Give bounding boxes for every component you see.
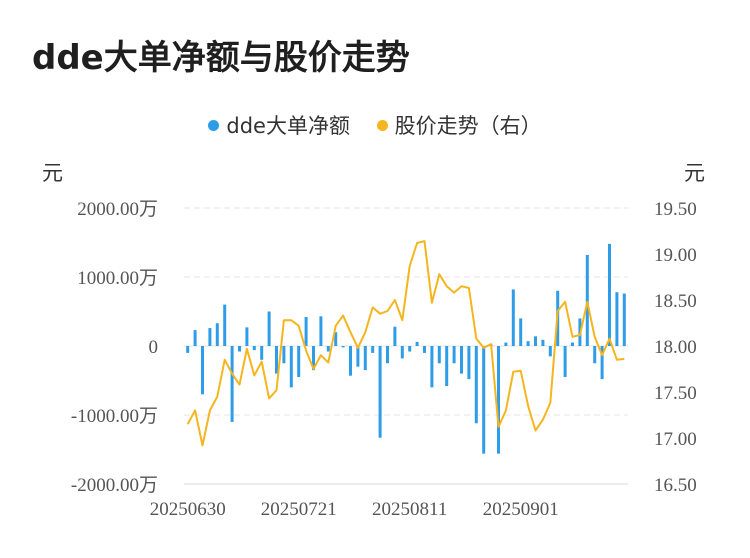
y-right-tick-label: 19.00 xyxy=(654,245,697,266)
bar xyxy=(600,346,604,380)
bar xyxy=(393,326,397,346)
bar xyxy=(467,346,471,380)
bar xyxy=(430,346,434,388)
bar xyxy=(208,328,212,346)
bar xyxy=(223,304,227,346)
bar xyxy=(371,346,375,353)
chart-legend: dde大单净额 股价走势（右） xyxy=(0,110,750,140)
y-right-tick-label: 17.50 xyxy=(654,383,697,404)
bar xyxy=(593,346,597,364)
x-tick-label: 20250811 xyxy=(372,499,447,520)
bar xyxy=(245,327,249,346)
bar xyxy=(289,346,293,388)
bar xyxy=(378,346,382,438)
bar xyxy=(608,243,611,346)
bar xyxy=(386,346,389,364)
bar xyxy=(267,311,271,346)
y-right-tick-label: 17.00 xyxy=(654,429,697,450)
bar xyxy=(585,254,589,346)
y-right-tick-label: 18.00 xyxy=(654,337,697,358)
y-right-tick-label: 19.50 xyxy=(654,199,697,220)
chart-title: dde大单净额与股价走势 xyxy=(32,38,410,78)
bar xyxy=(326,346,330,352)
bar xyxy=(193,330,197,346)
bar xyxy=(230,346,234,422)
legend-label-dde: dde大单净额 xyxy=(226,114,350,138)
y-left-tick-label: 2000.00万 xyxy=(77,199,158,220)
bar xyxy=(312,346,315,371)
legend-item-dde[interactable]: dde大单净额 xyxy=(208,110,350,140)
bar xyxy=(304,317,308,346)
bar xyxy=(356,346,360,367)
x-tick-label: 20250901 xyxy=(483,499,559,520)
bar xyxy=(474,346,478,424)
bar xyxy=(252,346,256,351)
y-right-tick-label: 16.50 xyxy=(654,475,697,496)
bar xyxy=(363,346,367,371)
x-tick-label: 20250630 xyxy=(150,499,226,520)
bar xyxy=(519,318,523,346)
bar xyxy=(400,346,404,359)
bar xyxy=(349,346,352,376)
bar xyxy=(282,346,286,364)
legend-item-price[interactable]: 股价走势（右） xyxy=(376,110,542,140)
legend-dot-price-icon xyxy=(376,119,388,131)
right-axis-unit: 元 xyxy=(684,161,705,185)
x-tick-label: 20250721 xyxy=(261,499,337,520)
left-axis-unit: 元 xyxy=(42,161,63,185)
bar xyxy=(497,346,500,454)
y-right-tick-label: 18.50 xyxy=(654,291,697,312)
bar xyxy=(334,332,338,346)
bar xyxy=(511,289,515,346)
bar xyxy=(260,346,264,360)
legend-label-price: 股价走势（右） xyxy=(394,114,542,138)
bar xyxy=(423,346,426,353)
bar xyxy=(504,342,508,346)
bar xyxy=(563,346,567,378)
bar xyxy=(297,346,301,378)
bar xyxy=(548,346,552,357)
bar xyxy=(615,292,619,346)
y-left-tick-label: -1000.00万 xyxy=(71,406,158,427)
bar xyxy=(622,293,626,346)
price-line xyxy=(186,240,625,447)
bar xyxy=(445,346,449,387)
y-left-tick-label: -2000.00万 xyxy=(71,475,158,496)
bar xyxy=(526,341,530,346)
bar xyxy=(201,346,204,395)
bar xyxy=(452,346,456,364)
bar xyxy=(541,339,545,346)
bar xyxy=(275,346,278,374)
bar xyxy=(215,323,219,346)
bar xyxy=(534,336,537,346)
bar xyxy=(408,346,412,352)
bar xyxy=(460,346,463,374)
legend-dot-dde-icon xyxy=(208,119,220,131)
bar xyxy=(238,346,241,352)
bar xyxy=(415,341,419,346)
y-left-tick-label: 0 xyxy=(149,337,159,358)
bar xyxy=(186,346,190,353)
bar xyxy=(341,346,345,348)
y-left-tick-label: 1000.00万 xyxy=(77,268,158,289)
bar xyxy=(437,346,441,364)
bar xyxy=(482,346,486,454)
bar xyxy=(571,342,574,346)
bar xyxy=(319,316,323,346)
